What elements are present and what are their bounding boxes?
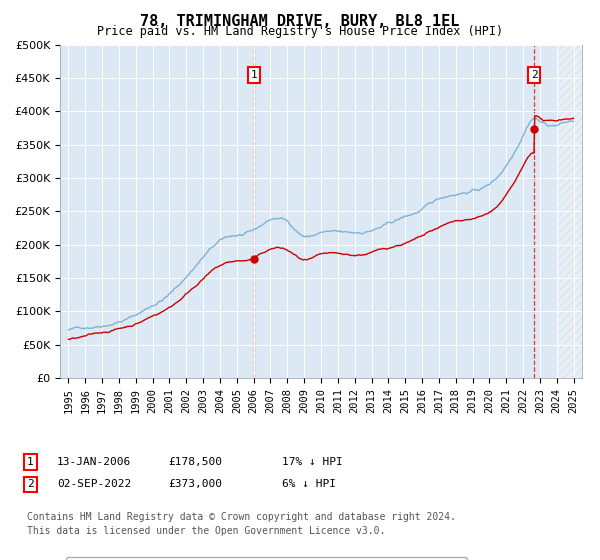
Text: 2: 2: [531, 70, 538, 80]
Text: 78, TRIMINGHAM DRIVE, BURY, BL8 1EL: 78, TRIMINGHAM DRIVE, BURY, BL8 1EL: [140, 14, 460, 29]
Text: 13-JAN-2006: 13-JAN-2006: [57, 457, 131, 467]
Text: 02-SEP-2022: 02-SEP-2022: [57, 479, 131, 489]
Text: Contains HM Land Registry data © Crown copyright and database right 2024.: Contains HM Land Registry data © Crown c…: [27, 512, 456, 522]
Text: Price paid vs. HM Land Registry's House Price Index (HPI): Price paid vs. HM Land Registry's House …: [97, 25, 503, 38]
Text: 17% ↓ HPI: 17% ↓ HPI: [282, 457, 343, 467]
Text: 2: 2: [27, 479, 34, 489]
Legend: 78, TRIMINGHAM DRIVE, BURY, BL8 1EL (detached house), HPI: Average price, detach: 78, TRIMINGHAM DRIVE, BURY, BL8 1EL (det…: [65, 557, 467, 560]
Text: 1: 1: [251, 70, 257, 80]
Text: £373,000: £373,000: [168, 479, 222, 489]
Text: 6% ↓ HPI: 6% ↓ HPI: [282, 479, 336, 489]
Text: £178,500: £178,500: [168, 457, 222, 467]
Bar: [557, 45, 582, 378]
Bar: [557, 45, 582, 378]
Text: This data is licensed under the Open Government Licence v3.0.: This data is licensed under the Open Gov…: [27, 526, 385, 536]
Text: 1: 1: [27, 457, 34, 467]
